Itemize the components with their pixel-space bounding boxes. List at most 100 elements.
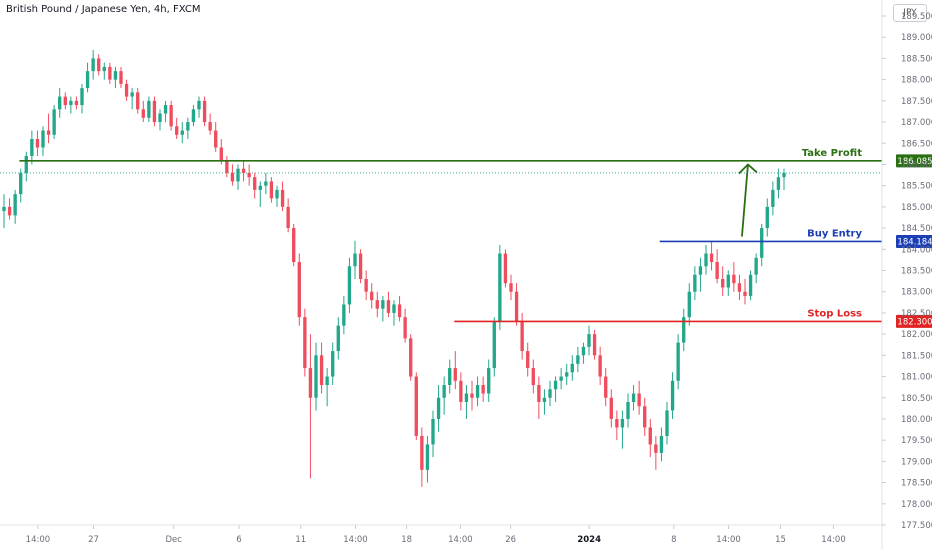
price-tick-label: 182.500 — [901, 309, 932, 319]
time-tick-label: 14:00 — [448, 535, 473, 545]
candle — [158, 109, 162, 131]
candle — [748, 270, 753, 301]
candle — [152, 96, 157, 127]
candle — [481, 376, 485, 402]
candle-body — [63, 96, 67, 106]
candle-body — [782, 172, 786, 178]
candle-body — [748, 274, 753, 296]
price-tick-label: 181.500 — [901, 351, 932, 361]
candle-body — [654, 444, 658, 453]
candle — [643, 397, 647, 436]
candle — [286, 198, 290, 233]
level-price-tag-text: 184.184 — [897, 237, 932, 247]
candle-body — [375, 300, 379, 309]
candle-body — [743, 291, 747, 296]
price-tick-label: 186.500 — [901, 139, 932, 149]
price-tick-label: 183.500 — [901, 267, 932, 277]
candle-body — [615, 418, 619, 428]
candle-body — [325, 376, 329, 386]
candle-body — [431, 418, 435, 445]
price-tick-label: 187.000 — [901, 118, 932, 128]
candlesticks — [2, 49, 786, 487]
candle — [163, 100, 168, 123]
candle-body — [58, 96, 62, 110]
candle-body — [459, 380, 463, 402]
candle — [130, 88, 134, 110]
candle — [375, 291, 379, 318]
candle-body — [2, 206, 6, 212]
price-levels: Take Profit 186.085 Buy Entry 184.184 Stop L… — [0, 148, 932, 328]
candle-body — [108, 66, 112, 80]
level-label: Take Profit — [802, 148, 862, 159]
candle — [436, 385, 441, 432]
candle-body — [693, 274, 697, 292]
candle-body — [687, 291, 691, 318]
candle — [24, 151, 28, 182]
candle — [52, 105, 56, 140]
candle-body — [175, 126, 179, 135]
candle — [264, 172, 268, 195]
candle — [459, 372, 463, 411]
candle-body — [514, 291, 519, 322]
candle-body — [542, 397, 547, 402]
candle-body — [130, 92, 134, 97]
candle-body — [347, 266, 352, 305]
candle-body — [258, 185, 262, 190]
candle-body — [648, 427, 652, 445]
candle — [542, 389, 547, 415]
candle — [520, 312, 524, 360]
candle-body — [319, 355, 324, 386]
candle-body — [715, 262, 719, 279]
time-tick-label: 18 — [401, 535, 412, 545]
level-buy-entry: Buy Entry 184.184 — [659, 228, 932, 248]
candle — [771, 181, 775, 216]
candle — [553, 376, 558, 402]
candle-body — [698, 266, 703, 275]
price-tick-label: 184.000 — [901, 245, 932, 255]
candle-body — [475, 385, 480, 398]
candle — [325, 368, 329, 407]
price-tick-label: 185.000 — [901, 203, 932, 213]
candle — [85, 62, 90, 93]
candle — [74, 96, 79, 110]
candle — [2, 194, 6, 229]
candle — [141, 100, 145, 123]
candle-body — [191, 109, 196, 123]
candle — [269, 177, 274, 203]
candle-body — [626, 401, 630, 419]
candle — [46, 113, 51, 144]
candle — [760, 223, 764, 267]
price-tick-label: 177.500 — [901, 521, 932, 531]
candle — [648, 418, 652, 458]
candle-body — [119, 71, 123, 84]
candle — [7, 198, 12, 220]
candle-body — [381, 300, 385, 309]
price-tick-label: 183.000 — [901, 288, 932, 298]
candle-body — [124, 83, 129, 97]
candle — [609, 389, 613, 428]
candle-body — [297, 262, 301, 318]
candle-body — [721, 278, 725, 288]
candle-body — [581, 346, 586, 356]
candle — [503, 249, 508, 288]
candle-body — [102, 66, 106, 72]
candle — [30, 130, 34, 165]
candle-body — [448, 368, 452, 386]
candle-body — [158, 113, 162, 123]
price-tick-label: 189.000 — [901, 33, 932, 43]
candle — [726, 270, 730, 296]
candle — [581, 342, 586, 364]
candle — [353, 240, 357, 279]
candle-body — [709, 253, 714, 263]
candle-body — [503, 253, 508, 284]
candle — [676, 334, 680, 390]
time-tick-label: 6 — [236, 535, 241, 545]
candle-body — [453, 368, 457, 381]
time-tick-label: 2024 — [577, 535, 601, 545]
candle-body — [152, 100, 157, 123]
candle-body — [241, 168, 246, 173]
candle-body — [464, 393, 469, 402]
currency-selector[interactable]: JPY — [893, 4, 927, 22]
candle-body — [19, 172, 23, 195]
